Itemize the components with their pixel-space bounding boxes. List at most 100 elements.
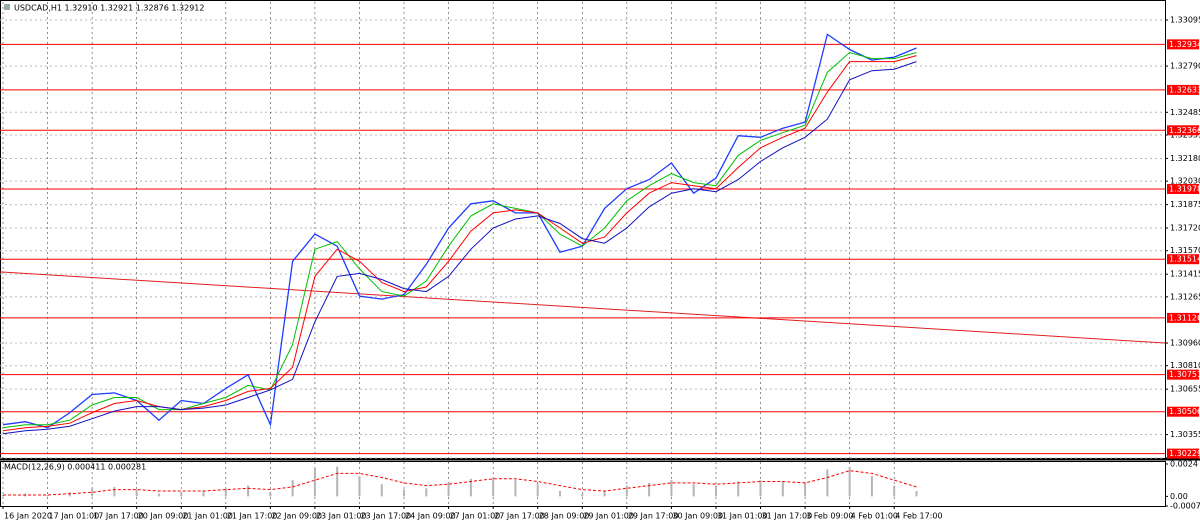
macd-bar bbox=[2, 495, 4, 497]
x-tick-label: 27 Jan 17:00 bbox=[494, 512, 545, 521]
x-tick-label: 4 Feb 17:00 bbox=[895, 512, 942, 521]
level-label-box bbox=[1167, 254, 1199, 265]
macd-bar bbox=[403, 489, 406, 497]
macd-bar bbox=[336, 466, 339, 497]
x-tick-label: 4 Feb 01:00 bbox=[851, 512, 898, 521]
signal-line bbox=[3, 470, 917, 496]
level-label-box bbox=[1167, 125, 1199, 136]
x-tick-label: 23 Jan 01:00 bbox=[316, 512, 367, 521]
y-tick-label: 1.32790 bbox=[1170, 62, 1200, 71]
level-label-box bbox=[1167, 448, 1199, 459]
macd-bar bbox=[380, 484, 383, 497]
x-tick-label: 27 Jan 01:00 bbox=[450, 512, 501, 521]
level-label: 1.31126 bbox=[1169, 313, 1200, 322]
level-label: 1.31978 bbox=[1169, 184, 1200, 193]
y-tick-label: -0.000713 bbox=[1170, 502, 1200, 511]
macd-bar bbox=[269, 492, 272, 497]
y-tick-label: 1.30655 bbox=[1170, 385, 1200, 394]
y-tick-label: 1.31720 bbox=[1170, 224, 1200, 233]
level-label: 1.30506 bbox=[1169, 407, 1200, 416]
x-tick-label: 17 Jan 01:00 bbox=[49, 512, 100, 521]
x-tick-label: 29 Jan 01:00 bbox=[583, 512, 634, 521]
x-tick-label: 3 Feb 09:00 bbox=[806, 512, 853, 521]
x-tick-label: 31 Jan 01:00 bbox=[717, 512, 768, 521]
macd-bar bbox=[737, 481, 740, 497]
x-tick-label: 31 Jan 17:00 bbox=[762, 512, 813, 521]
macd-title: MACD(12,26,9) 0.000411 0.000281 bbox=[4, 463, 146, 472]
y-tick-label: 1.31265 bbox=[1170, 292, 1200, 301]
macd-bar bbox=[68, 492, 71, 497]
macd-bar bbox=[625, 485, 628, 497]
level-label-box bbox=[1167, 183, 1199, 194]
trend-line bbox=[0, 271, 1166, 344]
macd-bar bbox=[581, 493, 584, 497]
x-tick-label: 24 Jan 09:00 bbox=[405, 512, 456, 521]
level-label-box bbox=[1167, 406, 1199, 417]
macd-bar bbox=[692, 484, 695, 497]
y-tick-label: 0.00 bbox=[1170, 492, 1188, 501]
macd-bar bbox=[781, 481, 784, 497]
macd-bar bbox=[804, 482, 807, 497]
macd-bar bbox=[180, 492, 183, 497]
macd-bar bbox=[536, 484, 539, 497]
y-tick-label: 1.30355 bbox=[1170, 430, 1200, 439]
macd-panel bbox=[0, 461, 1166, 507]
macd-bar bbox=[202, 490, 205, 497]
y-tick-label: 1.31415 bbox=[1170, 270, 1200, 279]
x-tick-label: 21 Jan 01:00 bbox=[182, 512, 233, 521]
macd-bar bbox=[714, 485, 717, 497]
x-tick-label: 29 Jan 17:00 bbox=[628, 512, 679, 521]
moving-average bbox=[2, 61, 917, 435]
level-label: 1.30751 bbox=[1169, 370, 1200, 379]
macd-bar bbox=[893, 485, 896, 497]
x-tick-label: 23 Jan 17:00 bbox=[360, 512, 411, 521]
macd-bar bbox=[135, 489, 138, 497]
x-tick-label: 21 Jan 17:00 bbox=[227, 512, 278, 521]
macd-bar bbox=[224, 488, 227, 497]
level-label: 1.31514 bbox=[1169, 255, 1200, 264]
y-tick-label: 1.32030 bbox=[1170, 177, 1200, 186]
macd-bar bbox=[670, 480, 673, 497]
macd-bar bbox=[492, 477, 495, 497]
macd-bar bbox=[113, 486, 116, 497]
macd-bar bbox=[157, 493, 160, 497]
macd-bar bbox=[447, 482, 450, 497]
macd-bar bbox=[469, 478, 472, 497]
level-label-box bbox=[1167, 84, 1199, 95]
macd-bar bbox=[759, 480, 762, 497]
macd-bar bbox=[425, 488, 428, 497]
x-tick-label: 17 Jan 17:00 bbox=[93, 512, 144, 521]
moving-average bbox=[2, 55, 917, 432]
macd-bar bbox=[826, 469, 829, 497]
y-tick-label: 1.32485 bbox=[1170, 108, 1200, 117]
macd-bar bbox=[46, 495, 49, 497]
level-label: 1.30229 bbox=[1169, 449, 1200, 458]
y-tick-label: 1.31875 bbox=[1170, 200, 1200, 209]
level-label-box bbox=[1167, 39, 1199, 50]
macd-bar bbox=[915, 490, 918, 497]
chart-title: USDCAD,H1 1.32910 1.32921 1.32876 1.3291… bbox=[14, 4, 204, 13]
main-panel bbox=[0, 0, 1166, 459]
macd-bar bbox=[648, 482, 651, 497]
y-tick-label: 1.33095 bbox=[1170, 16, 1200, 25]
level-label: 1.32633 bbox=[1169, 85, 1200, 94]
macd-bar bbox=[848, 466, 851, 497]
macd-bar bbox=[291, 480, 294, 497]
x-tick-label: 30 Jan 09:00 bbox=[672, 512, 723, 521]
y-tick-label: 1.30810 bbox=[1170, 361, 1200, 370]
y-tick-label: 1.32180 bbox=[1170, 154, 1200, 163]
x-tick-label: 16 Jan 2020 bbox=[4, 512, 52, 521]
macd-bar bbox=[358, 476, 361, 497]
x-tick-label: 20 Jan 09:00 bbox=[138, 512, 189, 521]
macd-bar bbox=[514, 480, 517, 497]
moving-average bbox=[2, 51, 917, 429]
macd-bar bbox=[313, 468, 316, 497]
level-label-box bbox=[1167, 312, 1199, 323]
x-tick-label: 28 Jan 09:00 bbox=[539, 512, 590, 521]
macd-bar bbox=[247, 485, 250, 497]
symbol-icon bbox=[4, 4, 10, 10]
price-line bbox=[2, 33, 917, 429]
level-label: 1.32366 bbox=[1169, 126, 1200, 135]
level-label: 1.32934 bbox=[1169, 40, 1200, 49]
